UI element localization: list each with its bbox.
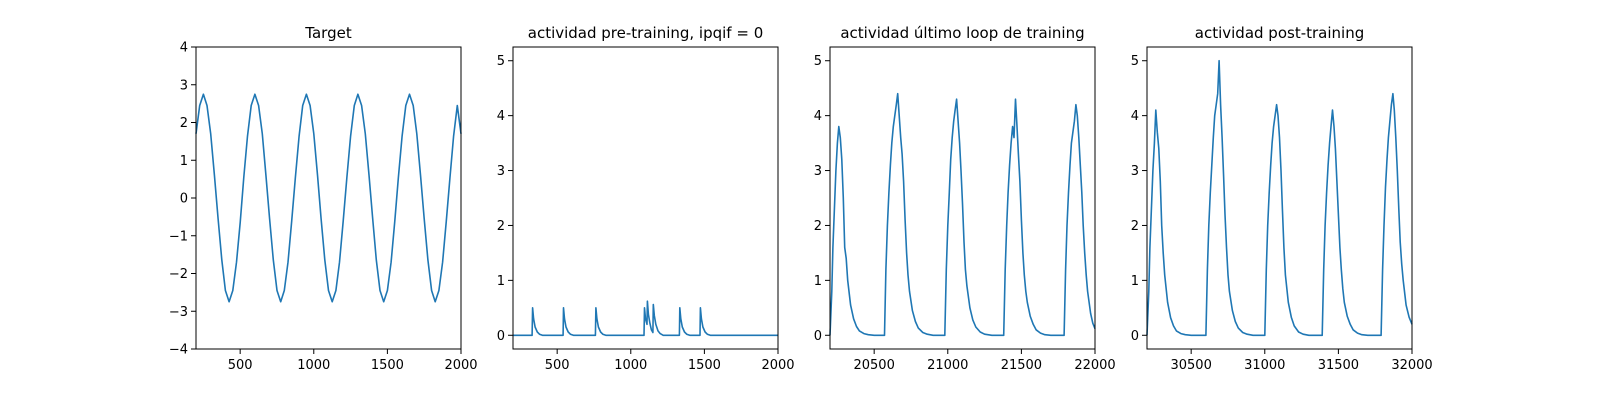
y-tick-label: 5 bbox=[1131, 54, 1139, 69]
x-tick-label: 1000 bbox=[297, 358, 330, 373]
y-tick-label: −3 bbox=[169, 305, 188, 320]
x-tick-label: 32000 bbox=[1391, 358, 1432, 373]
y-tick-label: −1 bbox=[169, 229, 188, 244]
axes-frame bbox=[1146, 46, 1413, 350]
x-tick-label: 31500 bbox=[1318, 358, 1359, 373]
x-tick-label: 30500 bbox=[1170, 358, 1211, 373]
chart-title: actividad último loop de training bbox=[840, 24, 1084, 42]
y-tick-label: 3 bbox=[814, 164, 822, 179]
x-tick-label: 20500 bbox=[853, 358, 894, 373]
y-tick-label: 3 bbox=[1131, 164, 1139, 179]
chart-panel-4: 30500 31000 31500 32000 0 1 2 3 4 5 actividad post… bbox=[1131, 24, 1433, 373]
chart-title: actividad pre-training, ipqif = 0 bbox=[528, 24, 764, 42]
series-line-2-1 bbox=[513, 300, 778, 337]
axes-frame bbox=[195, 46, 462, 350]
x-tick-label: 21500 bbox=[1001, 358, 1042, 373]
chart-title: actividad post-training bbox=[1195, 24, 1364, 42]
y-tick-label: 1 bbox=[497, 274, 505, 289]
y-tick-label: 3 bbox=[497, 164, 505, 179]
chart-panel-3: 20500 21000 21500 22000 0 1 2 3 4 5 actividad últi… bbox=[814, 24, 1116, 373]
y-tick-label: 1 bbox=[814, 274, 822, 289]
x-tick-label: 1000 bbox=[614, 358, 647, 373]
x-tick-label: 31000 bbox=[1244, 358, 1285, 373]
y-tick-label: 5 bbox=[497, 54, 505, 69]
chart-panel-1: 500 1000 1500 2000 −4 −3 −2 −1 0 1 2 3 4 Target bbox=[169, 24, 478, 373]
y-tick-label: 0 bbox=[814, 329, 822, 344]
x-tick-label: 21000 bbox=[927, 358, 968, 373]
y-tick-label: 4 bbox=[180, 41, 188, 56]
x-tick-label: 2000 bbox=[761, 358, 794, 373]
x-tick-label: 1500 bbox=[371, 358, 404, 373]
x-tick-label: 500 bbox=[545, 358, 570, 373]
x-tick-label: 22000 bbox=[1074, 358, 1115, 373]
y-tick-label: −2 bbox=[169, 267, 188, 282]
series-line-1-1 bbox=[195, 93, 462, 303]
y-tick-label: 0 bbox=[180, 192, 188, 207]
y-tick-label: 2 bbox=[1131, 219, 1139, 234]
y-tick-label: 0 bbox=[497, 329, 505, 344]
x-tick-label: 500 bbox=[228, 358, 253, 373]
y-tick-label: 4 bbox=[1131, 109, 1139, 124]
y-tick-label: −4 bbox=[169, 343, 188, 358]
series-line-4-1 bbox=[1146, 59, 1413, 337]
y-tick-label: 2 bbox=[180, 116, 188, 131]
y-tick-label: 2 bbox=[814, 219, 822, 234]
y-tick-label: 1 bbox=[180, 154, 188, 169]
x-tick-label: 1500 bbox=[688, 358, 721, 373]
y-tick-label: 5 bbox=[814, 54, 822, 69]
series-line-3-1 bbox=[829, 92, 1096, 337]
axes-frame bbox=[829, 46, 1096, 350]
chart-panel-2: 500 1000 1500 2000 0 1 2 3 4 5 actividad pre-train… bbox=[497, 24, 795, 373]
y-tick-label: 4 bbox=[814, 109, 822, 124]
x-tick-label: 2000 bbox=[444, 358, 477, 373]
y-tick-label: 4 bbox=[497, 109, 505, 124]
chart-title: Target bbox=[304, 24, 352, 42]
y-tick-label: 0 bbox=[1131, 329, 1139, 344]
y-tick-label: 2 bbox=[497, 219, 505, 234]
y-tick-label: 3 bbox=[180, 78, 188, 93]
y-tick-label: 1 bbox=[1131, 274, 1139, 289]
axes-frame bbox=[512, 46, 779, 350]
